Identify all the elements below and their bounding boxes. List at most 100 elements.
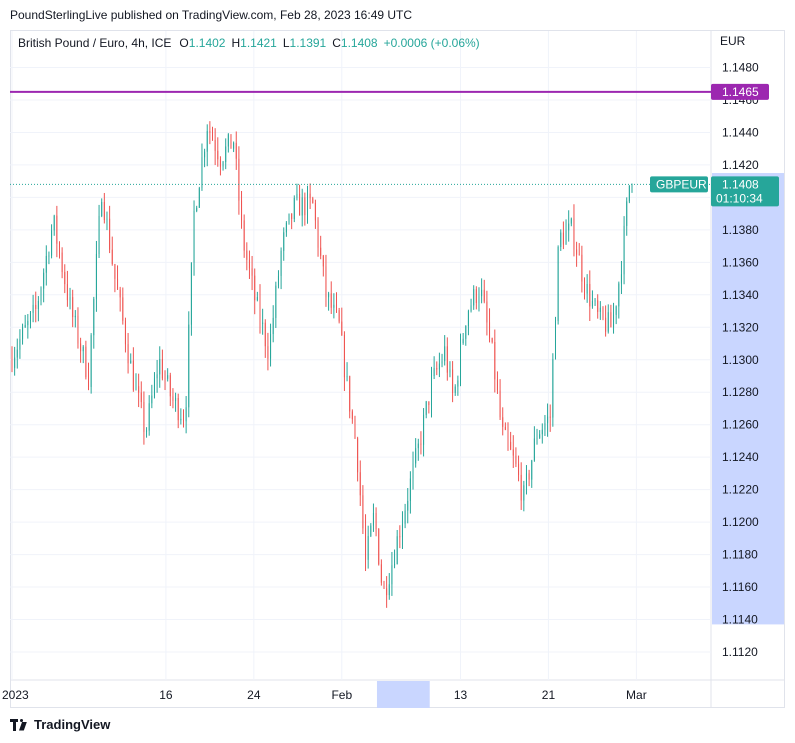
candle (457, 375, 459, 396)
candle (336, 292, 338, 313)
candle (539, 430, 541, 439)
candle (130, 353, 132, 364)
candle (547, 403, 549, 437)
candle (489, 308, 491, 343)
currency-label[interactable]: EUR (720, 34, 746, 48)
candle (370, 523, 372, 538)
legend-close-label: C (332, 36, 341, 50)
symbol-tag-label: GBPEUR (656, 177, 707, 191)
candle (470, 298, 472, 313)
candle (433, 356, 435, 380)
candle (391, 551, 393, 596)
candle (288, 213, 290, 225)
candle (58, 241, 60, 259)
candle (386, 576, 388, 608)
y-tick-label: 1.1140 (722, 613, 758, 627)
candle (536, 428, 538, 445)
tradingview-logo[interactable]: TradingView (10, 717, 110, 732)
y-tick-label: 1.1240 (722, 450, 759, 464)
candle (357, 436, 359, 482)
candle (436, 361, 438, 376)
candle (161, 349, 163, 381)
x-tick-label: 2023 (2, 688, 29, 702)
y-tick-label: 1.1160 (722, 580, 758, 594)
bar-countdown-label: 01:10:34 (716, 191, 763, 205)
candle (180, 408, 182, 425)
legend-open-label: O (179, 36, 189, 50)
candle (343, 331, 345, 391)
candle (124, 317, 126, 353)
candle (206, 124, 208, 167)
candle (204, 148, 206, 168)
candle (314, 199, 316, 229)
candle (618, 281, 620, 319)
candle (378, 528, 380, 566)
candle (27, 314, 29, 339)
candle (270, 323, 272, 367)
price-axis[interactable]: 1.14801.14601.14401.14201.14001.13801.13… (722, 61, 759, 660)
candle (502, 407, 504, 436)
candle (77, 307, 79, 349)
candle (146, 427, 148, 438)
candle (594, 298, 596, 306)
candle (254, 268, 256, 315)
candle (404, 503, 406, 529)
candle (599, 301, 601, 320)
candle (388, 573, 390, 600)
candle (460, 333, 462, 387)
candle (106, 211, 108, 231)
candle (623, 216, 625, 285)
candle (496, 371, 498, 394)
candle (259, 284, 261, 334)
candle (37, 296, 39, 322)
y-tick-label: 1.1300 (722, 353, 759, 367)
candle (589, 270, 591, 322)
candle (452, 361, 454, 403)
y-tick-label: 1.1200 (722, 515, 759, 529)
candle (222, 160, 224, 171)
candle (341, 307, 343, 336)
candle (346, 362, 348, 382)
candle (372, 503, 374, 532)
legend-change: +0.0006 (+0.06%) (383, 36, 480, 50)
candle (557, 245, 559, 325)
chart-legend[interactable]: British Pound / Euro, 4h, ICE O 1.1402 H… (18, 36, 480, 50)
candle (251, 255, 253, 291)
candle (520, 462, 522, 510)
candle (354, 415, 356, 439)
candle (230, 134, 232, 149)
candle (396, 530, 398, 565)
candle (66, 270, 68, 307)
candle (415, 438, 417, 468)
candle (72, 289, 74, 328)
candle (241, 190, 243, 229)
candle (185, 396, 187, 434)
candle (293, 195, 295, 223)
candle (306, 185, 308, 224)
candle (209, 121, 211, 145)
time-axis[interactable]: 2023 16 24 Feb 13 21 Mar (2, 688, 647, 702)
candle (631, 183, 633, 193)
candle (127, 332, 129, 374)
candle (309, 183, 311, 210)
candle (140, 381, 142, 409)
candle (132, 347, 134, 392)
legend-high-value: 1.1421 (240, 36, 277, 50)
candle (296, 183, 298, 201)
candle (11, 346, 13, 373)
candle (277, 270, 279, 289)
level-price-label: 1.1465 (722, 85, 759, 99)
candle (61, 247, 63, 279)
candle (473, 285, 475, 310)
x-tick-label: 16 (159, 688, 173, 702)
candle (193, 200, 195, 276)
candle (217, 137, 219, 167)
candle (90, 333, 92, 394)
candle (365, 514, 367, 572)
candle (615, 305, 617, 325)
y-tick-label: 1.1220 (722, 483, 759, 497)
candle (322, 254, 324, 277)
legend-low-label: L (282, 36, 290, 50)
candle (74, 310, 76, 328)
